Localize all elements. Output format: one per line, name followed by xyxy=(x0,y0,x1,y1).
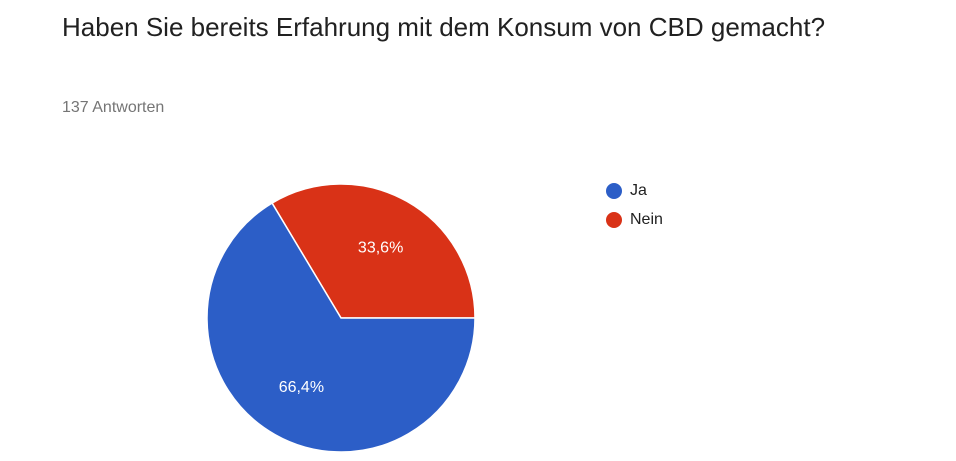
legend-label-nein: Nein xyxy=(630,211,663,228)
chart-title: Haben Sie bereits Erfahrung mit dem Kons… xyxy=(62,12,826,42)
data-label-nein: 33,6% xyxy=(358,239,403,256)
response-count: 137 Antworten xyxy=(62,99,165,116)
legend-item-nein[interactable]: Nein xyxy=(606,210,663,230)
data-label-ja: 66,4% xyxy=(279,379,324,396)
pie-slice-nein[interactable] xyxy=(271,183,476,319)
chart-legend: Ja Nein xyxy=(606,181,663,239)
pie-slices xyxy=(206,183,476,453)
pie-slice-ja[interactable] xyxy=(206,202,476,453)
legend-swatch-ja xyxy=(606,183,622,199)
legend-label-ja: Ja xyxy=(630,182,647,199)
pie-data-labels: 33,6% 66,4% xyxy=(279,239,404,396)
legend-swatch-nein xyxy=(606,212,622,228)
legend-item-ja[interactable]: Ja xyxy=(606,181,663,201)
